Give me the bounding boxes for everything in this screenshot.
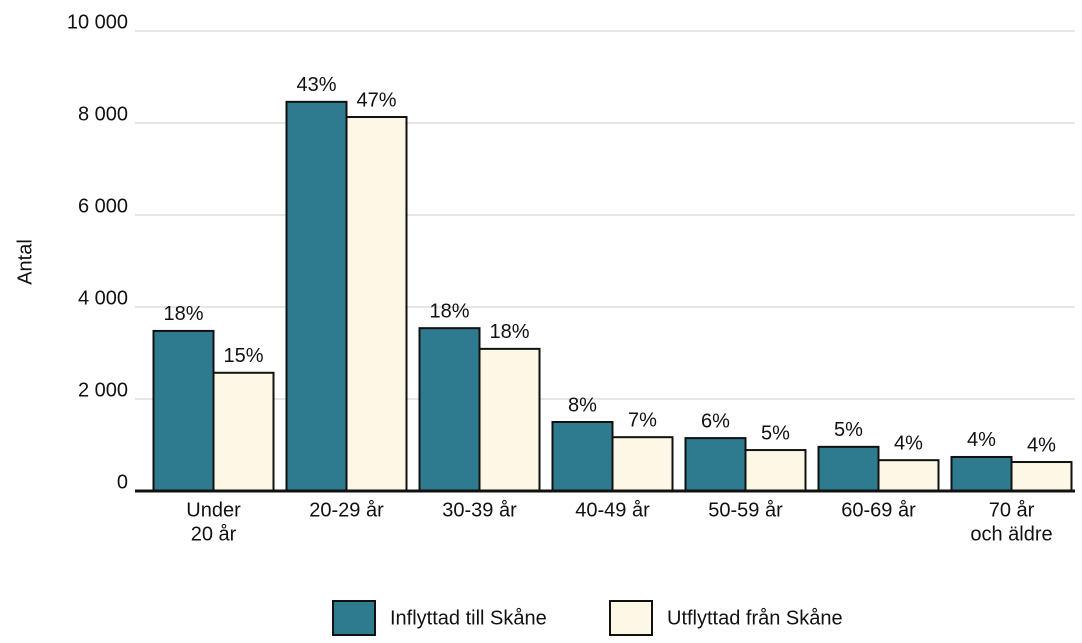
data-label: 15% xyxy=(223,345,263,367)
data-label: 8% xyxy=(568,394,597,416)
x-tick-label: 30-39 år xyxy=(442,499,517,521)
data-label: 4% xyxy=(967,429,996,451)
data-label: 18% xyxy=(489,321,529,343)
data-label: 5% xyxy=(834,419,863,441)
data-label: 7% xyxy=(628,409,657,431)
bar xyxy=(744,449,807,492)
bar xyxy=(345,116,408,493)
data-label: 43% xyxy=(296,74,336,96)
data-label: 4% xyxy=(1027,434,1056,456)
bar xyxy=(478,347,541,492)
bar xyxy=(877,459,940,492)
bar xyxy=(285,100,348,492)
x-tick-label: 40-49 år xyxy=(575,499,650,521)
y-tick-label: 10 000 xyxy=(67,11,128,33)
bar xyxy=(418,327,481,492)
legend-swatch xyxy=(609,600,653,636)
x-tick-label: 70 år xyxy=(989,499,1035,521)
x-tick-label: 20 år xyxy=(191,523,237,545)
y-tick-label: 4 000 xyxy=(78,287,128,309)
bar xyxy=(950,455,1013,492)
legend-label: Inflyttad till Skåne xyxy=(390,607,547,629)
x-tick-label: 20-29 år xyxy=(309,499,384,521)
legend-label: Utflyttad från Skåne xyxy=(667,607,843,629)
y-tick-label: 6 000 xyxy=(78,195,128,217)
y-tick-label: 0 xyxy=(117,471,128,493)
data-label: 5% xyxy=(761,422,790,444)
y-tick-label: 2 000 xyxy=(78,379,128,401)
data-label: 6% xyxy=(701,410,730,432)
bar xyxy=(611,436,674,492)
bar xyxy=(684,437,747,493)
data-label: 18% xyxy=(429,300,469,322)
x-tick-label: 50-59 år xyxy=(708,499,783,521)
x-tick-label: 60-69 år xyxy=(841,499,916,521)
legend-swatch xyxy=(332,600,376,636)
bar xyxy=(212,371,275,492)
y-tick-label: 8 000 xyxy=(78,103,128,125)
data-label: 18% xyxy=(163,303,203,325)
bar xyxy=(152,329,215,493)
y-axis-label: Antal xyxy=(14,239,36,285)
x-tick-label: Under xyxy=(186,499,241,521)
data-label: 47% xyxy=(356,89,396,111)
bar xyxy=(1010,461,1073,492)
data-label: 4% xyxy=(894,432,923,454)
x-tick-label: och äldre xyxy=(970,523,1052,545)
bar xyxy=(817,445,880,492)
bar xyxy=(551,421,614,492)
